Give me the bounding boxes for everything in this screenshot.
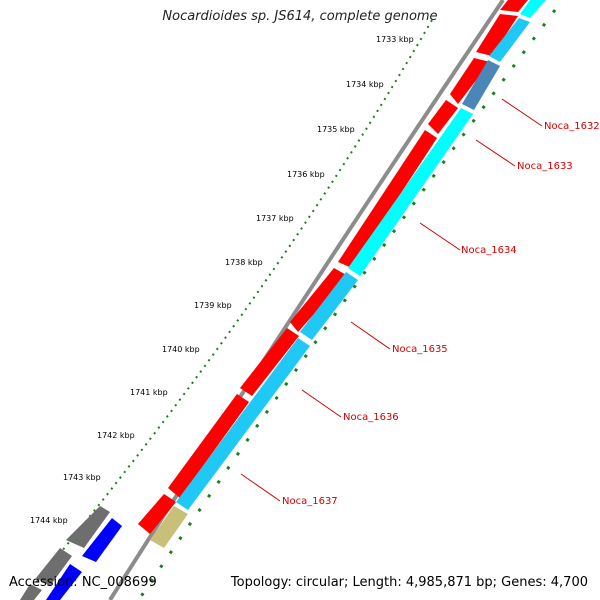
scale-dotted-arc	[29, 19, 433, 591]
gene-label-leaders	[240, 98, 543, 502]
reverse-strand-track	[150, 0, 546, 548]
gene-label[interactable]: Noca_1634	[461, 245, 517, 256]
forward-strand-track	[138, 0, 528, 534]
scale-tick-label: 1736 kbp	[287, 170, 325, 179]
other-feature-block[interactable]	[20, 584, 42, 600]
forward-gene-block[interactable]	[338, 130, 437, 268]
leader-line	[350, 321, 391, 350]
leader-line	[419, 222, 461, 251]
forward-gene-block[interactable]	[240, 328, 299, 396]
gene-label[interactable]: Noca_1635	[392, 344, 448, 355]
scale-ticks: 1733 kbp 1734 kbp 1735 kbp 1736 kbp 1737…	[30, 35, 414, 525]
genome-summary-text: Topology: circular; Length: 4,985,871 bp…	[230, 575, 588, 590]
reverse-gene-block[interactable]	[489, 18, 530, 62]
scale-tick-label: 1733 kbp	[376, 35, 414, 44]
forward-gene-block[interactable]	[168, 394, 249, 498]
forward-gene-block[interactable]	[428, 100, 458, 134]
reverse-gene-block[interactable]	[348, 108, 473, 276]
accession-text: Accession: NC_008699	[9, 575, 157, 590]
gene-label[interactable]: Noca_1633	[517, 161, 573, 172]
reverse-gene-block[interactable]	[300, 272, 358, 340]
other-feature-block[interactable]	[82, 518, 122, 562]
scale-tick-label: 1741 kbp	[130, 388, 168, 397]
forward-gene-block[interactable]	[290, 268, 348, 332]
scale-tick-label: 1738 kbp	[225, 258, 263, 267]
reverse-gene-block[interactable]	[520, 0, 546, 18]
inner-tick-dashes	[138, 9, 557, 599]
leader-line	[301, 389, 342, 418]
leader-line	[501, 98, 543, 127]
reverse-gene-block[interactable]	[176, 338, 310, 510]
forward-gene-block[interactable]	[500, 0, 528, 12]
scale-tick-label: 1735 kbp	[317, 125, 355, 134]
other-feature-block[interactable]	[46, 564, 82, 600]
scale-tick-label: 1734 kbp	[346, 80, 384, 89]
gene-label[interactable]: Noca_1636	[343, 412, 399, 423]
other-feature-track	[20, 506, 122, 600]
other-feature-block[interactable]	[66, 506, 110, 548]
forward-gene-block[interactable]	[476, 14, 518, 56]
reverse-gene-block[interactable]	[150, 506, 188, 548]
reverse-gene-block[interactable]	[462, 60, 500, 110]
gene-label[interactable]: Noca_1637	[282, 496, 338, 507]
scale-tick-label: 1740 kbp	[162, 345, 200, 354]
other-feature-block[interactable]	[36, 548, 72, 586]
scale-tick-label: 1742 kbp	[97, 431, 135, 440]
leader-line	[240, 473, 281, 502]
leader-line	[475, 139, 516, 167]
forward-gene-block[interactable]	[138, 494, 176, 534]
map-title: Nocardioides sp. JS614, complete genome	[162, 9, 438, 24]
scale-tick-label: 1739 kbp	[194, 301, 232, 310]
forward-gene-block[interactable]	[450, 58, 490, 104]
scale-tick-label: 1744 kbp	[30, 516, 68, 525]
scale-tick-label: 1737 kbp	[256, 214, 294, 223]
gene-label[interactable]: Noca_1632	[544, 121, 600, 132]
scale-tick-label: 1743 kbp	[63, 473, 101, 482]
gene-labels: Noca_1632 Noca_1633 Noca_1634 Noca_1635 …	[282, 121, 600, 507]
